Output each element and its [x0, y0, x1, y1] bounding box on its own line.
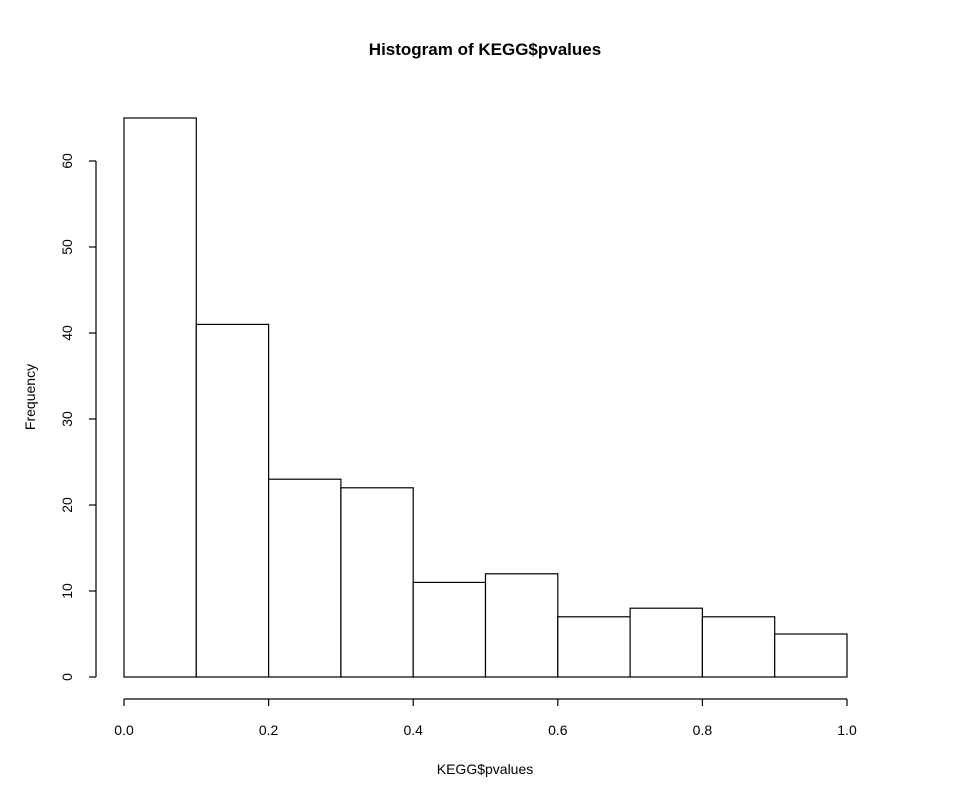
bars-group [123, 117, 848, 678]
y-tick-label: 20 [59, 497, 75, 513]
histogram-bar-9 [774, 633, 848, 678]
histogram-bar-0 [123, 117, 197, 678]
x-tick-label: 0.6 [548, 722, 568, 738]
histogram-bar-4 [412, 581, 487, 678]
histogram-bar-7 [629, 607, 703, 678]
x-axis-label: KEGG$pvalues [437, 761, 534, 777]
chart-title: Histogram of KEGG$pvalues [369, 40, 601, 59]
x-tick-label: 1.0 [837, 722, 857, 738]
x-tick-label: 0.4 [403, 722, 423, 738]
y-tick-label: 60 [59, 153, 75, 169]
histogram-bar-1 [195, 323, 270, 678]
histogram-bar-8 [701, 616, 776, 678]
x-tick-label: 0.8 [693, 722, 713, 738]
y-tick-label: 40 [59, 325, 75, 341]
x-axis: 0.0 0.2 0.4 0.6 0.8 1.0 [114, 698, 857, 738]
y-axis: 0 10 20 30 40 50 60 [59, 153, 97, 681]
x-tick-label: 0.2 [259, 722, 279, 738]
y-axis-label: Frequency [22, 364, 38, 430]
y-tick-label: 30 [59, 411, 75, 427]
histogram-bar-6 [557, 616, 631, 678]
histogram-bar-5 [484, 573, 559, 678]
x-tick-label: 0.0 [114, 722, 134, 738]
histogram-bar-3 [340, 487, 414, 678]
histogram-bar-2 [268, 478, 342, 678]
y-tick-label: 10 [59, 583, 75, 599]
y-tick-label: 50 [59, 239, 75, 255]
y-tick-label: 0 [59, 673, 75, 681]
